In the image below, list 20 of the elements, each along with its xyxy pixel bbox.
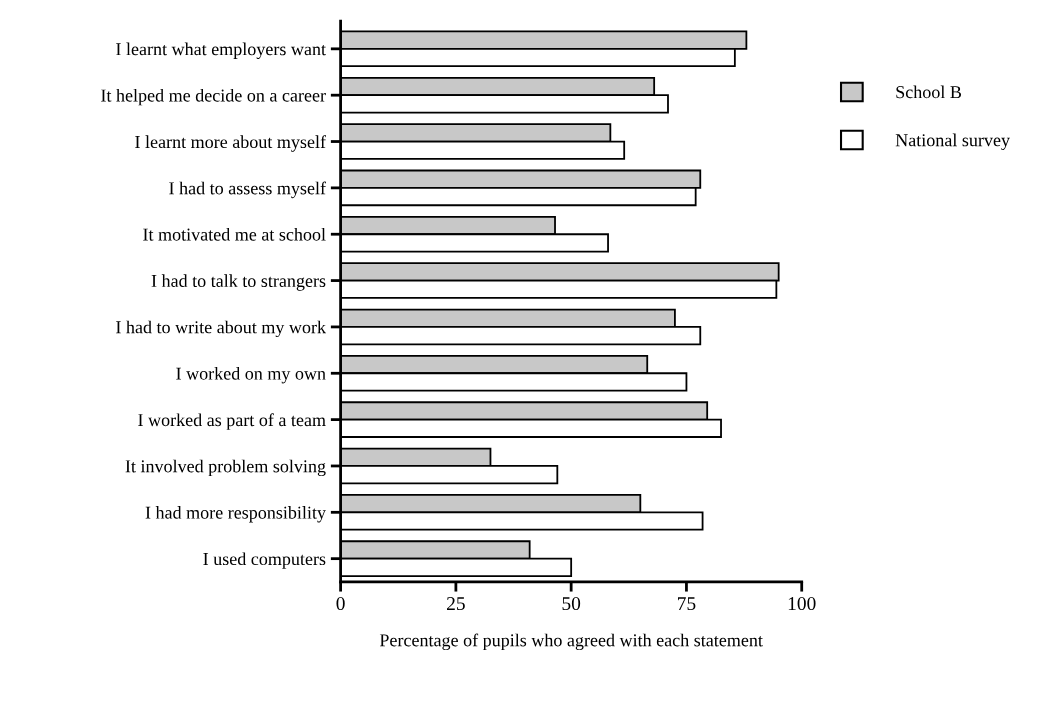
x-tick-label: 100 [788,596,816,611]
y-tick-label: I had to write about my work [116,320,327,338]
y-tick-label: I had to assess myself [169,181,327,199]
y-tick-label: It motivated me at school [143,227,326,241]
y-tick-label: It helped me decide on a career [101,88,326,106]
x-tick-label: 0 [336,596,345,611]
y-tick-label: It involved problem solving [125,459,326,477]
x-tick-label: 50 [562,596,581,611]
y-tick-label: I worked on my own [176,367,326,384]
x-tick-label: 25 [447,597,465,611]
x-axis-title: Percentage of pupils who agreed with each statement [379,633,763,651]
y-tick-label: I had more responsibility [145,506,326,523]
x-tick-label: 75 [678,597,696,611]
y-tick-label: I worked as part of a team [138,413,326,430]
y-tick-label: I used computers [203,552,326,569]
y-tick-label: I learnt more about myself [135,135,327,152]
legend-label: School B [896,85,962,99]
legend-label: National survey [895,133,1010,151]
y-tick-label: I learnt what employers want [116,42,326,59]
y-tick-label: I had to talk to strangers [151,274,326,291]
